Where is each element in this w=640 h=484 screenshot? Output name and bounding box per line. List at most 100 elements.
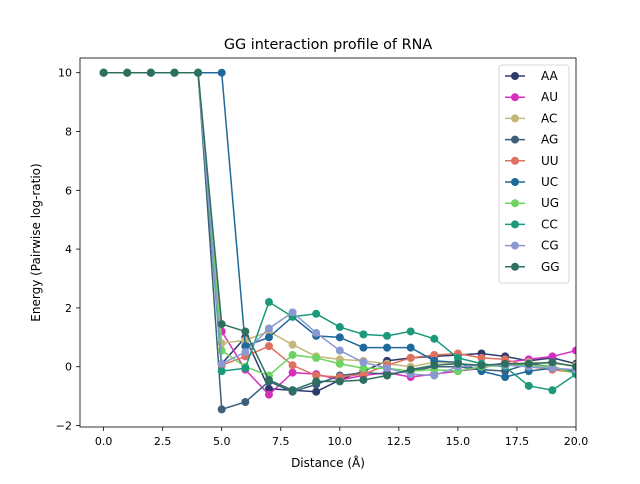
data-point-cc	[335, 323, 344, 332]
legend-label: AG	[541, 133, 558, 147]
data-point-uc	[406, 343, 415, 352]
data-point-cc	[430, 334, 439, 343]
legend-item-ac: AC	[505, 111, 557, 125]
data-point-gg	[288, 386, 297, 395]
legend-swatch-marker	[511, 241, 519, 250]
data-point-uc	[264, 333, 273, 342]
data-point-uc	[359, 343, 368, 352]
x-tick-label: 10.0	[328, 435, 353, 448]
data-point-uu	[430, 350, 439, 359]
legend-label: CG	[541, 239, 559, 253]
data-point-au	[572, 346, 576, 355]
x-axis: 0.0 2.5 5.0 7.5 10.0 12.5 15.0 17.5 20.0	[95, 427, 588, 448]
data-point-cc	[383, 331, 392, 340]
data-point-gg	[548, 358, 557, 367]
data-point-cc	[359, 330, 368, 339]
x-tick-label: 7.5	[272, 435, 290, 448]
data-point-gg	[312, 377, 321, 386]
legend-label: AU	[541, 90, 558, 104]
data-point-gg	[572, 362, 576, 371]
data-point-cg	[430, 371, 439, 380]
data-point-aa	[312, 387, 321, 396]
legend-swatch-marker	[511, 135, 519, 144]
legend-swatch-marker	[511, 114, 519, 123]
legend-item-gg: GG	[505, 260, 560, 274]
data-point-uu	[264, 342, 273, 351]
data-point-cc	[264, 298, 273, 307]
legend-label: UC	[541, 175, 558, 189]
data-point-gg	[383, 371, 392, 380]
data-point-gg	[335, 377, 344, 386]
x-tick-label: 5.0	[213, 435, 231, 448]
y-tick-label: 6	[65, 184, 72, 197]
data-point-gg	[123, 68, 132, 77]
data-point-gg	[99, 68, 108, 77]
legend-swatch-marker	[511, 220, 519, 229]
data-point-ug	[359, 364, 368, 373]
data-point-ag	[241, 398, 250, 407]
data-point-aa	[264, 384, 273, 393]
data-point-uc	[501, 373, 510, 382]
data-point-uc	[383, 343, 392, 352]
data-point-gg	[146, 68, 155, 77]
data-point-cg	[359, 358, 368, 367]
data-point-gg	[477, 361, 486, 370]
y-tick-label: 0	[65, 361, 72, 374]
data-point-cg	[548, 364, 557, 373]
y-tick-label: 8	[65, 126, 72, 139]
data-point-uu	[406, 353, 415, 362]
data-point-cg	[217, 359, 226, 368]
legend-item-cc: CC	[505, 217, 558, 231]
data-point-ug	[288, 350, 297, 359]
legend-item-uu: UU	[505, 154, 559, 168]
x-tick-label: 12.5	[387, 435, 412, 448]
plot-area-frame	[79, 57, 577, 428]
legend-swatch-marker	[511, 262, 519, 271]
data-point-cg	[264, 324, 273, 333]
series-layer	[99, 68, 576, 414]
data-point-cc	[406, 327, 415, 336]
legend-label: UU	[541, 154, 559, 168]
y-tick-label: 2	[65, 302, 72, 315]
x-tick-label: 20.0	[564, 435, 589, 448]
data-point-uu	[312, 371, 321, 380]
data-point-gg	[524, 359, 533, 368]
y-axis-label: Energy (Pairwise log-ratio)	[29, 163, 43, 321]
y-tick-label: −2	[56, 420, 72, 433]
data-point-au	[264, 390, 273, 399]
data-point-cg	[241, 348, 250, 357]
data-point-gg	[501, 359, 510, 368]
data-point-cc	[217, 367, 226, 376]
y-axis: −2 0 2 4 6 8 10	[56, 67, 80, 433]
data-point-gg	[430, 361, 439, 370]
series-gg	[99, 68, 576, 395]
data-point-cc	[312, 309, 321, 318]
legend-swatch-marker	[511, 156, 519, 165]
data-point-cg	[383, 364, 392, 373]
legend-label: CC	[541, 217, 558, 231]
legend-swatch-marker	[511, 178, 519, 186]
data-point-ug	[335, 359, 344, 368]
data-point-uc	[335, 333, 344, 342]
data-point-gg	[406, 365, 415, 374]
data-point-ug	[312, 353, 321, 362]
x-axis-label: Distance (Å)	[291, 455, 365, 470]
data-point-gg	[194, 68, 203, 77]
data-point-au	[548, 352, 557, 361]
data-point-gg	[241, 327, 250, 336]
data-point-uu	[477, 353, 486, 362]
data-point-gg	[359, 375, 368, 384]
legend-swatch-marker	[511, 72, 519, 80]
x-tick-label: 15.0	[446, 435, 471, 448]
chart-title: GG interaction profile of RNA	[224, 37, 433, 53]
data-point-uu	[288, 361, 297, 370]
data-point-uc	[217, 68, 226, 77]
data-point-cc	[241, 364, 250, 373]
legend-item-aa: AA	[505, 69, 559, 83]
data-point-au	[288, 368, 297, 377]
legend: AA AU AC AG UU UC UG CC CG GG	[498, 64, 570, 284]
data-point-cc	[524, 381, 533, 390]
data-point-ac	[288, 340, 297, 349]
legend-label: UG	[541, 196, 559, 210]
